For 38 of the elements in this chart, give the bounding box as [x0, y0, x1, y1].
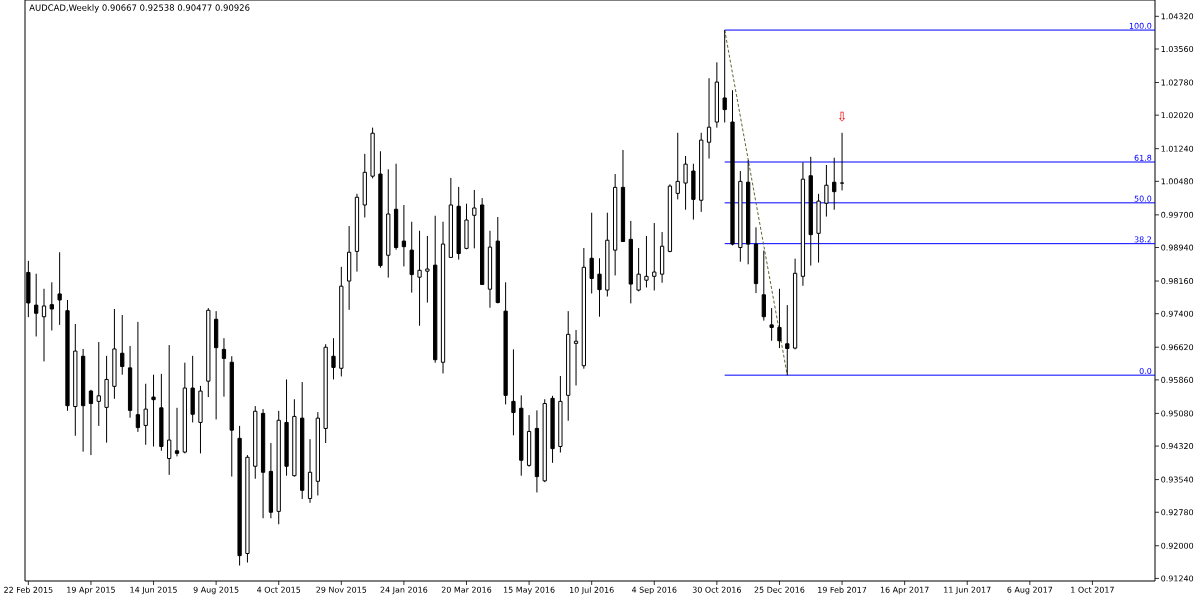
- candlestick: [839, 132, 845, 191]
- candlestick: [573, 329, 579, 386]
- candlestick: [401, 204, 407, 267]
- candlestick: [652, 222, 657, 291]
- candlestick: [675, 132, 680, 200]
- candlestick: [221, 337, 227, 398]
- candlestick: [57, 251, 62, 326]
- candlestick: [824, 164, 829, 218]
- candlestick: [769, 307, 774, 342]
- candlestick: [120, 314, 125, 376]
- candlestick: [135, 321, 141, 433]
- candlestick: [41, 288, 47, 362]
- candlestick: [589, 212, 594, 294]
- candlestick: [472, 189, 477, 249]
- candlestick: [644, 235, 649, 288]
- candlestick: [597, 257, 602, 318]
- candlestick: [34, 273, 39, 337]
- candlestick: [706, 77, 712, 160]
- candlestick: [143, 383, 148, 446]
- candlestick: [151, 374, 156, 447]
- candlestick: [761, 250, 766, 322]
- candlestick: [167, 344, 172, 476]
- chart-title: AUDCAD,Weekly 0.90667 0.92538 0.90477 0.90926: [29, 4, 250, 13]
- candlestick: [636, 247, 641, 292]
- candlestick: [511, 348, 516, 436]
- candlestick: [174, 407, 180, 457]
- candlestick: [88, 389, 94, 456]
- candlestick: [331, 337, 336, 380]
- candlestick: [832, 157, 837, 211]
- candlestick: [722, 29, 727, 123]
- candlestick: [785, 304, 790, 376]
- candlestick: [417, 230, 422, 327]
- candlestick: [96, 341, 101, 427]
- candlestick: [683, 155, 688, 211]
- candlestick: [777, 288, 782, 349]
- candlestick: [49, 281, 54, 331]
- candlestick: [425, 235, 430, 304]
- annotation: ⇩: [838, 111, 846, 122]
